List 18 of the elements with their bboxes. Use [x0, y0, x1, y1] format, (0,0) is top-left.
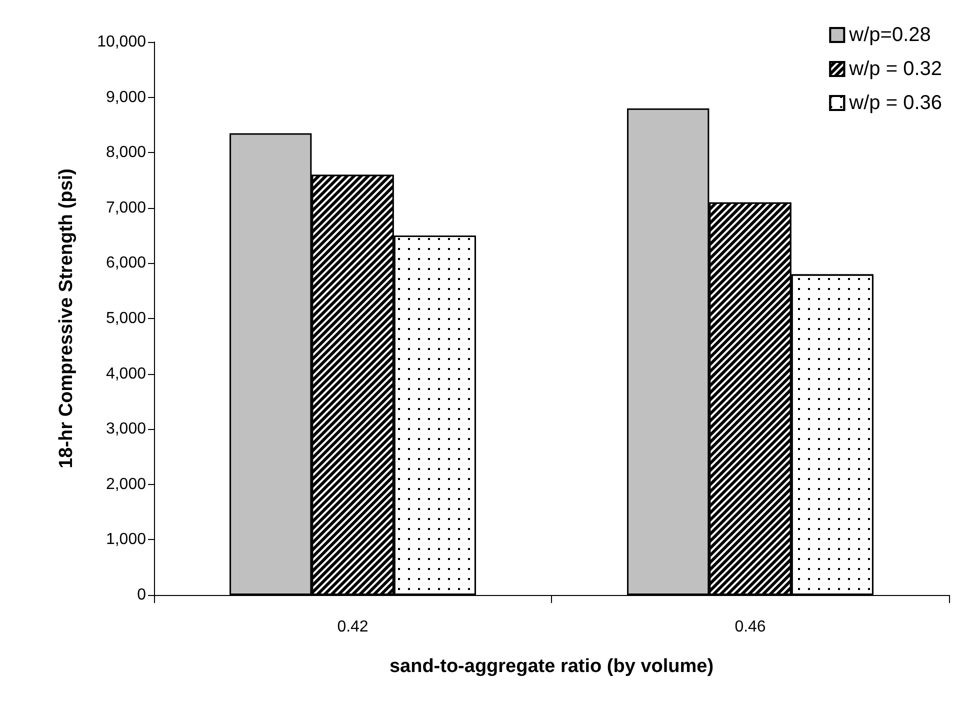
- x-axis-title: sand-to-aggregate ratio (by volume): [389, 656, 714, 677]
- legend-label: w/p = 0.36: [848, 92, 942, 114]
- y-tick-label: 9,000: [106, 88, 146, 106]
- y-tick-label: 1,000: [106, 531, 146, 548]
- legend-label: w/p=0.28: [848, 24, 931, 46]
- x-tick-label: 0.42: [337, 618, 368, 636]
- y-tick-label: 5,000: [106, 310, 146, 327]
- y-tick-label: 4,000: [106, 365, 146, 382]
- y-axis-title: 18-hr Compressive Strength (psi): [56, 168, 77, 468]
- y-tick-label: 2,000: [106, 476, 146, 493]
- y-tick-label: 10,000: [97, 34, 146, 50]
- y-tick-label: 8,000: [106, 144, 146, 162]
- y-tick-label: 3,000: [106, 420, 146, 438]
- legend-label: w/p = 0.32: [848, 58, 942, 80]
- y-tick-label: 7,000: [106, 199, 146, 216]
- y-tick-label: 0: [137, 586, 146, 604]
- x-tick-label: 0.46: [734, 618, 766, 636]
- y-tick-label: 6,000: [106, 254, 146, 272]
